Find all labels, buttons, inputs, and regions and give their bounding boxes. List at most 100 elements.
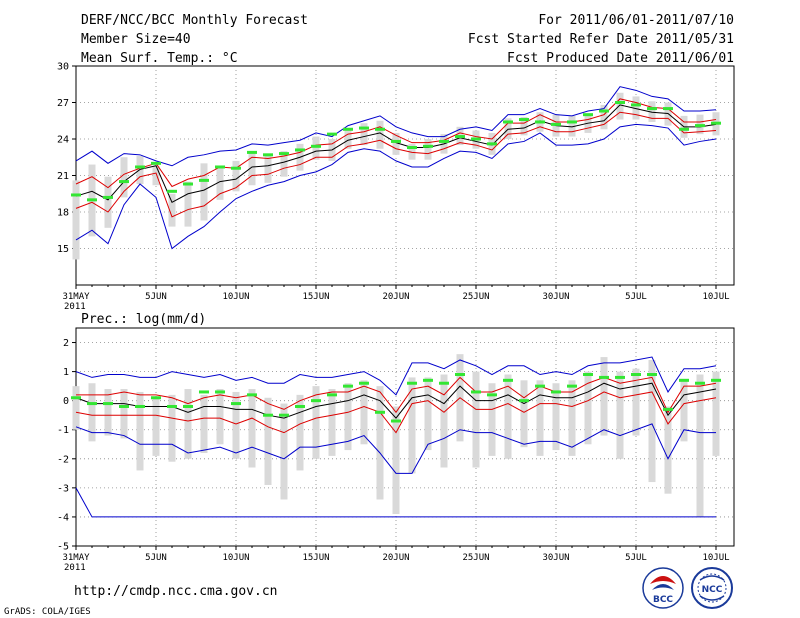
precip-obs-mark — [71, 396, 81, 400]
temp-spread-bar — [424, 139, 432, 160]
precip-obs-mark — [119, 404, 129, 408]
temp-variable-label: Mean Surf. Temp.: °C — [81, 51, 238, 66]
temp-ytick-label: 18 — [57, 208, 69, 219]
precip-spread-bar — [632, 368, 640, 436]
precip-spread-bar — [488, 383, 496, 456]
temp-obs-mark — [279, 152, 289, 156]
precip-spread-bar — [136, 391, 144, 471]
precip-xtick-label: 15JUN — [302, 553, 329, 563]
precip-spread-bar — [568, 380, 576, 456]
ncc-logo-text: NCC — [702, 585, 723, 595]
precip-ytick-label: 1 — [63, 367, 69, 378]
temp-obs-mark — [87, 198, 97, 202]
forecast-period: For 2011/06/01-2011/07/10 — [538, 13, 734, 28]
precip-obs-mark — [567, 384, 577, 388]
precip-spread-bar — [296, 394, 304, 471]
precip-ytick-label: -3 — [57, 483, 69, 494]
temp-obs-mark — [375, 127, 385, 131]
temp-ytick-label: 15 — [57, 244, 69, 255]
precip-series-p75 — [76, 376, 717, 414]
temp-obs-mark — [631, 103, 641, 107]
temp-xtick-label: 30JUN — [542, 292, 569, 302]
temp-obs-mark — [663, 107, 673, 111]
temp-obs-mark — [647, 107, 657, 111]
temp-spread-bar — [248, 152, 256, 186]
bcc-logo: BCC — [642, 567, 684, 609]
precip-spread-bar — [536, 380, 544, 456]
temp-spread-bar — [264, 156, 272, 183]
precip-ytick-label: 0 — [63, 396, 69, 407]
precip-obs-mark — [103, 402, 113, 406]
temp-obs-mark — [327, 132, 337, 136]
temp-obs-mark — [407, 146, 417, 150]
precip-variable-label: Prec.: log(mm/d) — [81, 312, 206, 327]
precip-spread-bar — [552, 383, 560, 451]
temp-ytick-label: 24 — [57, 135, 69, 146]
precip-obs-mark — [711, 378, 721, 382]
precip-obs-mark — [87, 402, 97, 406]
precip-obs-mark — [423, 378, 433, 382]
precip-spread-bar — [520, 380, 528, 448]
temp-obs-mark — [423, 144, 433, 148]
precip-xtick-label: 5JUN — [145, 553, 167, 563]
temp-obs-mark — [343, 127, 353, 131]
temp-series-min — [75, 123, 717, 250]
temp-obs-mark — [583, 113, 593, 117]
precip-spread-bar — [440, 374, 448, 468]
precip-spread-bar — [408, 377, 416, 474]
precip-spread-bar — [232, 391, 240, 459]
precip-obs-mark — [535, 384, 545, 388]
temp-xtick-label: 20JUN — [382, 292, 409, 302]
precip-spread-bar — [72, 386, 80, 430]
temp-obs-mark — [519, 118, 529, 122]
temp-spread-bar — [280, 151, 288, 177]
precip-obs-mark — [391, 419, 401, 423]
precip-obs-mark — [487, 393, 497, 397]
temp-obs-mark — [615, 101, 625, 104]
precip-spread-bar — [88, 383, 96, 442]
temp-obs-mark — [231, 166, 241, 170]
precip-obs-mark — [439, 381, 449, 385]
precip-obs-mark — [247, 393, 257, 397]
temp-spread-bar — [568, 115, 576, 137]
temp-obs-mark — [71, 193, 81, 197]
precip-xtick-label: 10JUL — [702, 553, 729, 563]
precip-ytick-label: -1 — [57, 425, 69, 436]
temp-obs-mark — [135, 165, 145, 169]
precip-spread-bar — [280, 403, 288, 500]
temp-series-p75 — [75, 98, 717, 189]
temp-xtick-label: 10JUN — [222, 292, 249, 302]
precip-obs-mark — [327, 393, 337, 397]
precip-spread-bar — [152, 397, 160, 456]
precip-ytick-label: 2 — [63, 338, 69, 349]
temp-spread-bar — [632, 96, 640, 120]
precip-spread-bar — [104, 389, 112, 436]
temp-obs-mark — [535, 120, 545, 124]
temp-obs-mark — [151, 161, 161, 165]
precip-spread-bar — [248, 389, 256, 468]
precip-series-absmin — [75, 487, 716, 518]
precip-ytick-label: -2 — [57, 454, 69, 465]
temp-obs-mark — [471, 137, 481, 141]
temp-obs-mark — [199, 178, 209, 182]
temp-spread-bar — [312, 136, 320, 160]
precip-spread-bar — [712, 371, 720, 456]
precip-xtick-label: 5JUL — [625, 553, 647, 563]
temp-obs-mark — [455, 135, 465, 139]
temp-ytick-label: 30 — [57, 62, 69, 73]
precip-spread-bar — [600, 357, 608, 436]
temp-xtick-label: 5JUN — [145, 292, 167, 302]
precip-spread-bar — [184, 389, 192, 459]
temp-obs-mark — [215, 165, 225, 169]
temp-obs-mark — [263, 153, 273, 157]
temp-spread-bar — [344, 128, 352, 149]
precip-obs-mark — [199, 390, 209, 394]
temp-spread-bar — [600, 104, 608, 130]
precip-obs-mark — [295, 404, 305, 408]
precip-xtick-label: 25JUN — [462, 553, 489, 563]
precip-series-min — [75, 423, 716, 474]
temp-ytick-label: 21 — [57, 171, 69, 182]
precip-spread-bar — [216, 389, 224, 445]
